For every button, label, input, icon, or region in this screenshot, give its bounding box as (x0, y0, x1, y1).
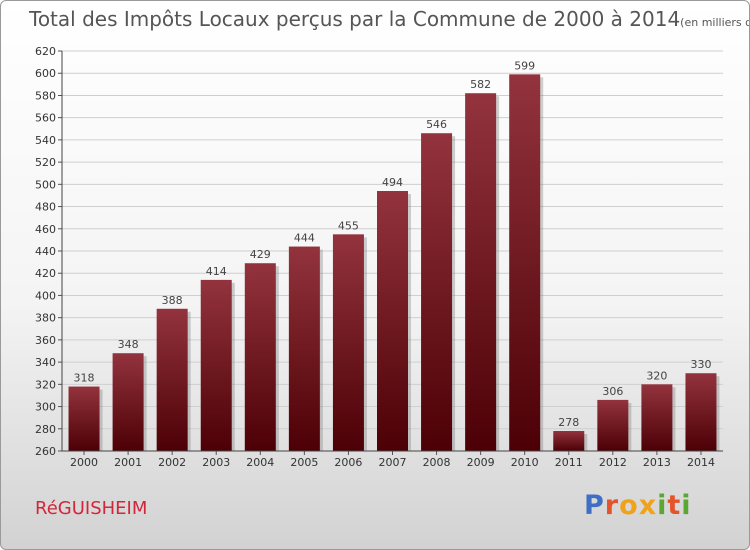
x-tick-label: 2001 (114, 456, 142, 469)
y-tick-label: 460 (35, 223, 56, 236)
data-label: 455 (338, 219, 359, 232)
bar-2002 (156, 308, 188, 451)
y-tick-label: 480 (35, 201, 56, 214)
y-tick-label: 360 (35, 334, 56, 347)
logo-letter: P (584, 490, 605, 521)
chart-title: Total des Impôts Locaux perçus par la Co… (29, 7, 749, 31)
y-tick-label: 560 (35, 112, 56, 125)
logo-letter: i (657, 490, 668, 521)
y-tick-label: 420 (35, 267, 56, 280)
y-tick-label: 620 (35, 45, 56, 58)
x-tick-label: 2002 (158, 456, 186, 469)
proxiti-logo: Proxiti (584, 490, 692, 521)
x-tick-label: 2008 (423, 456, 451, 469)
bar-2013 (641, 384, 673, 451)
logo-letter: r (604, 490, 620, 521)
logo-letter: x (638, 490, 658, 521)
chart-title-text: Total des Impôts Locaux perçus par la Co… (29, 7, 681, 31)
data-label: 546 (426, 118, 447, 131)
x-axis-ticks: 2000 2001 2002 2003 2004 2005 2006 2007 2008 2009… (70, 451, 715, 469)
y-tick-label: 340 (35, 356, 56, 369)
x-tick-label: 2009 (467, 456, 495, 469)
data-label: 388 (162, 294, 183, 307)
bar-2000 (68, 386, 100, 451)
commune-name: RéGUISHEIM (35, 498, 148, 519)
bar-2004 (244, 263, 276, 451)
data-label: 599 (514, 59, 535, 72)
y-tick-label: 260 (35, 445, 56, 458)
y-tick-label: 500 (35, 178, 56, 191)
y-tick-label: 320 (35, 378, 56, 391)
x-tick-label: 2011 (555, 456, 583, 469)
bar-2006 (332, 234, 364, 451)
y-tick-label: 520 (35, 156, 56, 169)
data-label: 494 (382, 176, 403, 189)
x-tick-label: 2010 (511, 456, 539, 469)
y-tick-label: 540 (35, 134, 56, 147)
data-label: 318 (74, 372, 95, 385)
data-label: 444 (294, 232, 315, 245)
data-label: 348 (118, 338, 139, 351)
bar-2001 (112, 353, 144, 451)
data-label: 320 (646, 369, 667, 382)
bar-2003 (200, 279, 232, 451)
logo-letter: t (667, 490, 682, 521)
chart-title-unit: (en milliers d'€) (680, 16, 749, 29)
data-label: 429 (250, 248, 271, 261)
data-label: 278 (558, 416, 579, 429)
bar-2009 (465, 93, 497, 451)
x-tick-label: 2013 (643, 456, 671, 469)
bar-2005 (288, 246, 320, 451)
y-tick-label: 300 (35, 401, 56, 414)
y-tick-label: 380 (35, 312, 56, 325)
x-tick-label: 2012 (599, 456, 627, 469)
logo-letter: o (619, 490, 639, 521)
bar-2008 (421, 133, 453, 451)
x-tick-label: 2014 (687, 456, 715, 469)
axes (61, 51, 723, 452)
y-tick-label: 400 (35, 289, 56, 302)
y-tick-label: 600 (35, 67, 56, 80)
x-tick-label: 2003 (202, 456, 230, 469)
bar-2011 (553, 431, 585, 451)
y-tick-label: 440 (35, 245, 56, 258)
bars: 318 348 388 414 429 444 455 494 546 582 599 278 306 3… (68, 59, 720, 451)
y-tick-label: 280 (35, 423, 56, 436)
bar-2007 (377, 191, 408, 451)
x-tick-label: 2005 (290, 456, 318, 469)
x-tick-label: 2007 (379, 456, 407, 469)
data-label: 330 (690, 358, 711, 371)
x-tick-label: 2006 (334, 456, 362, 469)
data-label: 414 (206, 265, 227, 278)
bar-2012 (597, 399, 629, 451)
bar-2014 (685, 373, 717, 451)
data-label: 306 (602, 385, 623, 398)
data-label: 582 (470, 78, 491, 91)
y-tick-label: 580 (35, 89, 56, 102)
logo-letter: i (681, 490, 692, 521)
bar-2010 (509, 74, 541, 451)
x-tick-label: 2000 (70, 456, 98, 469)
y-axis-ticks: 260 280 300 320 340 360 380 400 420 440 460 480 500 5… (35, 45, 62, 458)
x-tick-label: 2004 (246, 456, 274, 469)
